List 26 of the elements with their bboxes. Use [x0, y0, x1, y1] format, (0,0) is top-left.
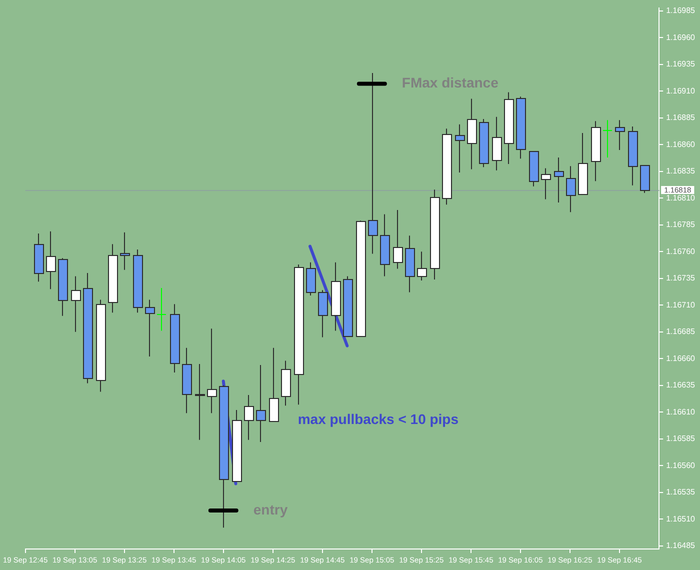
- y-tick-label: 1.16660: [666, 354, 696, 363]
- candlestick: [156, 288, 166, 332]
- y-tick-label: 1.16985: [666, 6, 696, 16]
- y-tick-label: 1.16685: [666, 327, 696, 336]
- annotation: FMax distance: [402, 74, 499, 91]
- y-tick-label: 1.16485: [666, 540, 696, 550]
- y-tick-label: 1.16560: [666, 460, 696, 470]
- y-tick-label: 1.16885: [666, 113, 696, 122]
- y-tick-label: 1.16810: [666, 193, 696, 202]
- y-tick-label: 1.16535: [666, 488, 696, 497]
- y-tick-label: 1.16610: [666, 407, 696, 416]
- y-tick-label: 1.16710: [666, 300, 696, 310]
- y-tick-label: 1.16935: [666, 60, 696, 69]
- y-tick-label: 1.16760: [666, 246, 696, 256]
- y-tick-label: 1.16960: [666, 32, 696, 42]
- y-tick-label: 1.16860: [666, 140, 696, 149]
- annotation: max pullbacks < 10 pips: [298, 411, 459, 428]
- candlestick: [602, 120, 612, 158]
- y-tick-label: 1.16910: [666, 86, 696, 96]
- y-tick-label: 1.16785: [666, 220, 696, 230]
- y-tick-label: 1.16735: [666, 274, 696, 283]
- y-tick-label: 1.16635: [666, 380, 696, 390]
- y-tick-label: 1.16510: [666, 514, 696, 524]
- annotation: entry: [253, 501, 288, 518]
- y-tick-label: 1.16835: [666, 166, 696, 176]
- y-tick-label: 1.16585: [666, 434, 696, 444]
